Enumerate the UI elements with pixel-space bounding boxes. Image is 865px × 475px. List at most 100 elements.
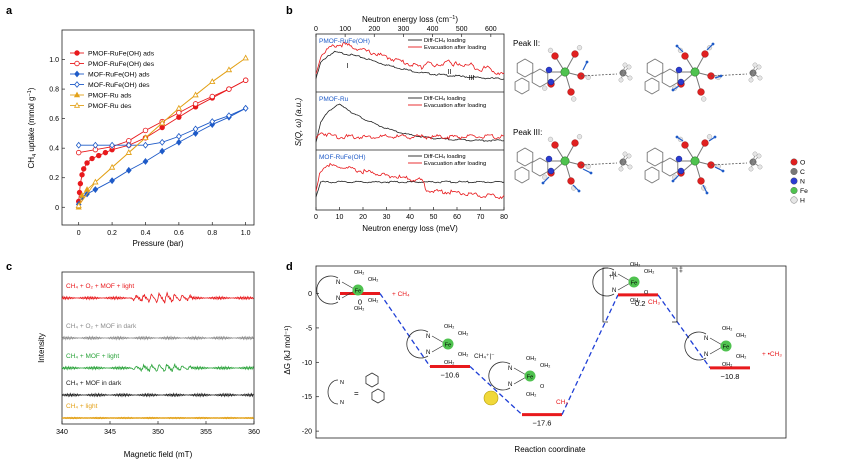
hydrogen-atom [752, 62, 758, 68]
bipyridine-ring [661, 68, 679, 88]
panel-b-xtick-label: 60 [453, 214, 461, 221]
panel-d-xlabel: Reaction coordinate [514, 445, 586, 454]
vibration-arrow [676, 45, 684, 53]
panel-a-point [81, 166, 87, 172]
hydrogen-bond-dash [580, 73, 618, 77]
hydrogen-atom [622, 62, 628, 68]
nitrogen-atom [547, 167, 555, 175]
panel-a-point [175, 104, 182, 111]
vibration-arrow [572, 184, 580, 192]
panel-a-point [242, 77, 249, 83]
iron-center [442, 338, 454, 350]
panel-a-legend-marker [74, 50, 80, 56]
panel-a-point [242, 54, 249, 61]
vibration-arrowhead [585, 60, 589, 64]
panel-a-point [109, 141, 115, 149]
nitrogen-label: N [508, 382, 512, 388]
vibration-arrow [582, 61, 588, 71]
panel-a-ytick-label: 0.6 [49, 116, 59, 123]
bipyridine-ring [514, 77, 530, 95]
panel-b-legend-label: Diff-CH₄ loading [424, 38, 466, 44]
panel-a-xtick-label: 0.8 [207, 230, 217, 237]
oxygen-atom [681, 52, 689, 60]
panel-a-legend-label: PMOF-Ru ads [88, 93, 132, 100]
hydrogen-atom [627, 164, 633, 170]
oxygen-atom [681, 141, 689, 149]
panel-a-point [225, 66, 233, 73]
panel-a-point [83, 186, 91, 192]
panel-b-x2tick-label: 100 [339, 26, 351, 33]
panel-b-peak-annotation: I [347, 63, 349, 70]
energy-path-dash [657, 294, 711, 369]
panel-d-ytick-label: -5 [306, 325, 312, 332]
panel-a-point [242, 104, 249, 112]
panel-b-legend-label: Evacuation after loading [424, 45, 486, 51]
panel-a-xtick-label: 1.0 [241, 230, 251, 237]
hydrogen-atom [542, 174, 548, 180]
iron-label: Fe [527, 375, 533, 381]
ts-bracket-left [602, 267, 608, 323]
water-ligand: OH₂ [736, 354, 746, 360]
bipyridine-ring [516, 147, 534, 167]
panel-b-xtick-label: 80 [500, 214, 508, 221]
ts-dagger-label: ‡ [679, 267, 683, 274]
panel-a-chart: 0 0.2 0.4 0.6 0.8 1.0 0 0.2 0.4 0.6 0.8 1.0 PMOF-Ru… [27, 29, 255, 248]
iron-center [628, 276, 640, 288]
panel-a-ytick-label: 0.4 [49, 146, 59, 153]
hydrogen-bond-dash [710, 162, 748, 166]
hydrogen-atom [576, 134, 583, 140]
panel-b-legend-label: Diff-CH₄ loading [424, 96, 466, 102]
panel-a-point [142, 134, 149, 141]
panel-b-bottom-axis-label: Neutron energy loss (meV) [362, 224, 458, 233]
panel-a-point [92, 141, 99, 149]
panel-b-x2tick-label: 0 [314, 26, 318, 33]
element-legend-label: C [800, 169, 805, 176]
hydrogen-atom [618, 77, 624, 83]
hydrogen-atom [571, 96, 577, 102]
panel-c-xlabel: Magnetic field (mT) [124, 450, 193, 459]
panel-d-ytick-label: 0 [308, 291, 312, 298]
panel-a-point [84, 160, 90, 166]
oxygen-atom [697, 88, 705, 96]
panel-c-trace [61, 362, 254, 373]
panel-a-point [102, 149, 109, 156]
vibration-arrow [714, 166, 724, 172]
panel-a-legend-marker [73, 102, 81, 108]
vibration-arrowhead [577, 189, 581, 193]
panel-b-series-line [315, 50, 505, 80]
panel-a-legend: PMOF-RuFe(OH) ads PMOF-RuFe(OH) des MOF-Ru… [70, 50, 155, 110]
panel-c-xtick-label: 340 [56, 429, 68, 436]
panel-a-point [192, 125, 199, 133]
panel-b-series [315, 41, 505, 200]
panel-b-series-line [315, 41, 505, 76]
element-legend-label: O [800, 160, 805, 167]
panel-b-series-line [315, 162, 505, 200]
panel-a-point [125, 141, 132, 149]
vibration-arrow [582, 168, 592, 174]
ts-bracket-right [672, 267, 678, 323]
hydrogen-atom [701, 96, 707, 102]
panel-a-legend-marker [74, 81, 80, 88]
panel-c-trace-label: CH₄ + O₂ + MOF + light [66, 283, 134, 290]
panel-a-point [92, 186, 99, 193]
legend-n-label: N [340, 400, 344, 406]
panel-c-trace [61, 392, 254, 398]
panel-b-x2tick-label: 600 [485, 26, 497, 33]
panel-c-chart: 340 345 350 355 360 CH₄ + O₂ + MOF + lightCH… [37, 271, 260, 459]
bipyridine-ring [514, 166, 530, 184]
panel-label-b: b [286, 5, 293, 17]
panel-a-point [75, 141, 82, 149]
panel-a-point [159, 138, 165, 146]
panel-b-peak-annotation: III [469, 75, 475, 82]
panel-a-point [192, 91, 199, 98]
panel-b-top-axis-label: Neutron energy loss (cm−1) [362, 15, 458, 24]
iron-center [720, 340, 732, 352]
legend-equals: = [354, 389, 359, 398]
panel-b-frame [315, 33, 505, 211]
panel-a-point [209, 93, 215, 100]
hydrogen-bond-dash [710, 73, 748, 77]
panel-a-legend-label: MOF-RuFe(OH) des [88, 82, 150, 89]
panel-b-series-line [315, 103, 505, 143]
species-label: + CH₄ [392, 291, 410, 298]
hydrogen-atom [622, 151, 628, 157]
